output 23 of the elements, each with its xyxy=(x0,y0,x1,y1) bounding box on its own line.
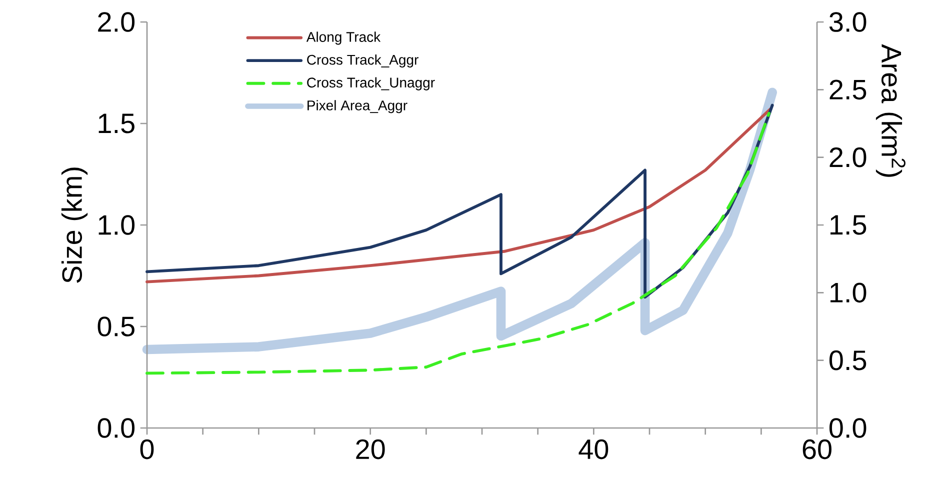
x-tick-label: 40 xyxy=(578,439,608,460)
y2-tick-label: 2.0 xyxy=(830,147,866,168)
y2-axis-title: Area (km$^{2}$) xyxy=(876,44,906,177)
line-series xyxy=(146,112,770,375)
y2-tick-label: 3.0 xyxy=(829,12,866,32)
y2-tick-label: 1.5 xyxy=(830,215,866,235)
legend-label: Cross Track_Aggr xyxy=(307,54,418,68)
x-tick-label: 20 xyxy=(356,439,385,460)
legend-label: Pixel Area_Aggr xyxy=(308,100,408,114)
legend-label: Along Track xyxy=(306,32,381,45)
y-tick-label: 0.0 xyxy=(98,418,135,438)
legend-label: Cross Track_Unaggr xyxy=(307,77,435,90)
y-tick-label: 0.5 xyxy=(98,316,134,336)
y-tick-label: 1.0 xyxy=(98,215,135,235)
y-axis-title: Size (km) xyxy=(61,168,88,283)
x-tick-label: 0 xyxy=(140,439,154,460)
y-tick-label: 1.5 xyxy=(98,114,134,134)
y2-tick-label: 0.0 xyxy=(829,418,866,438)
y2-tick-label: 0.5 xyxy=(829,350,866,370)
y2-tick-label: 2.5 xyxy=(830,80,866,100)
y-tick-label: 2.0 xyxy=(98,12,135,32)
y2-tick-label: 1.0 xyxy=(830,282,866,303)
x-tick-label: 60 xyxy=(802,439,832,460)
